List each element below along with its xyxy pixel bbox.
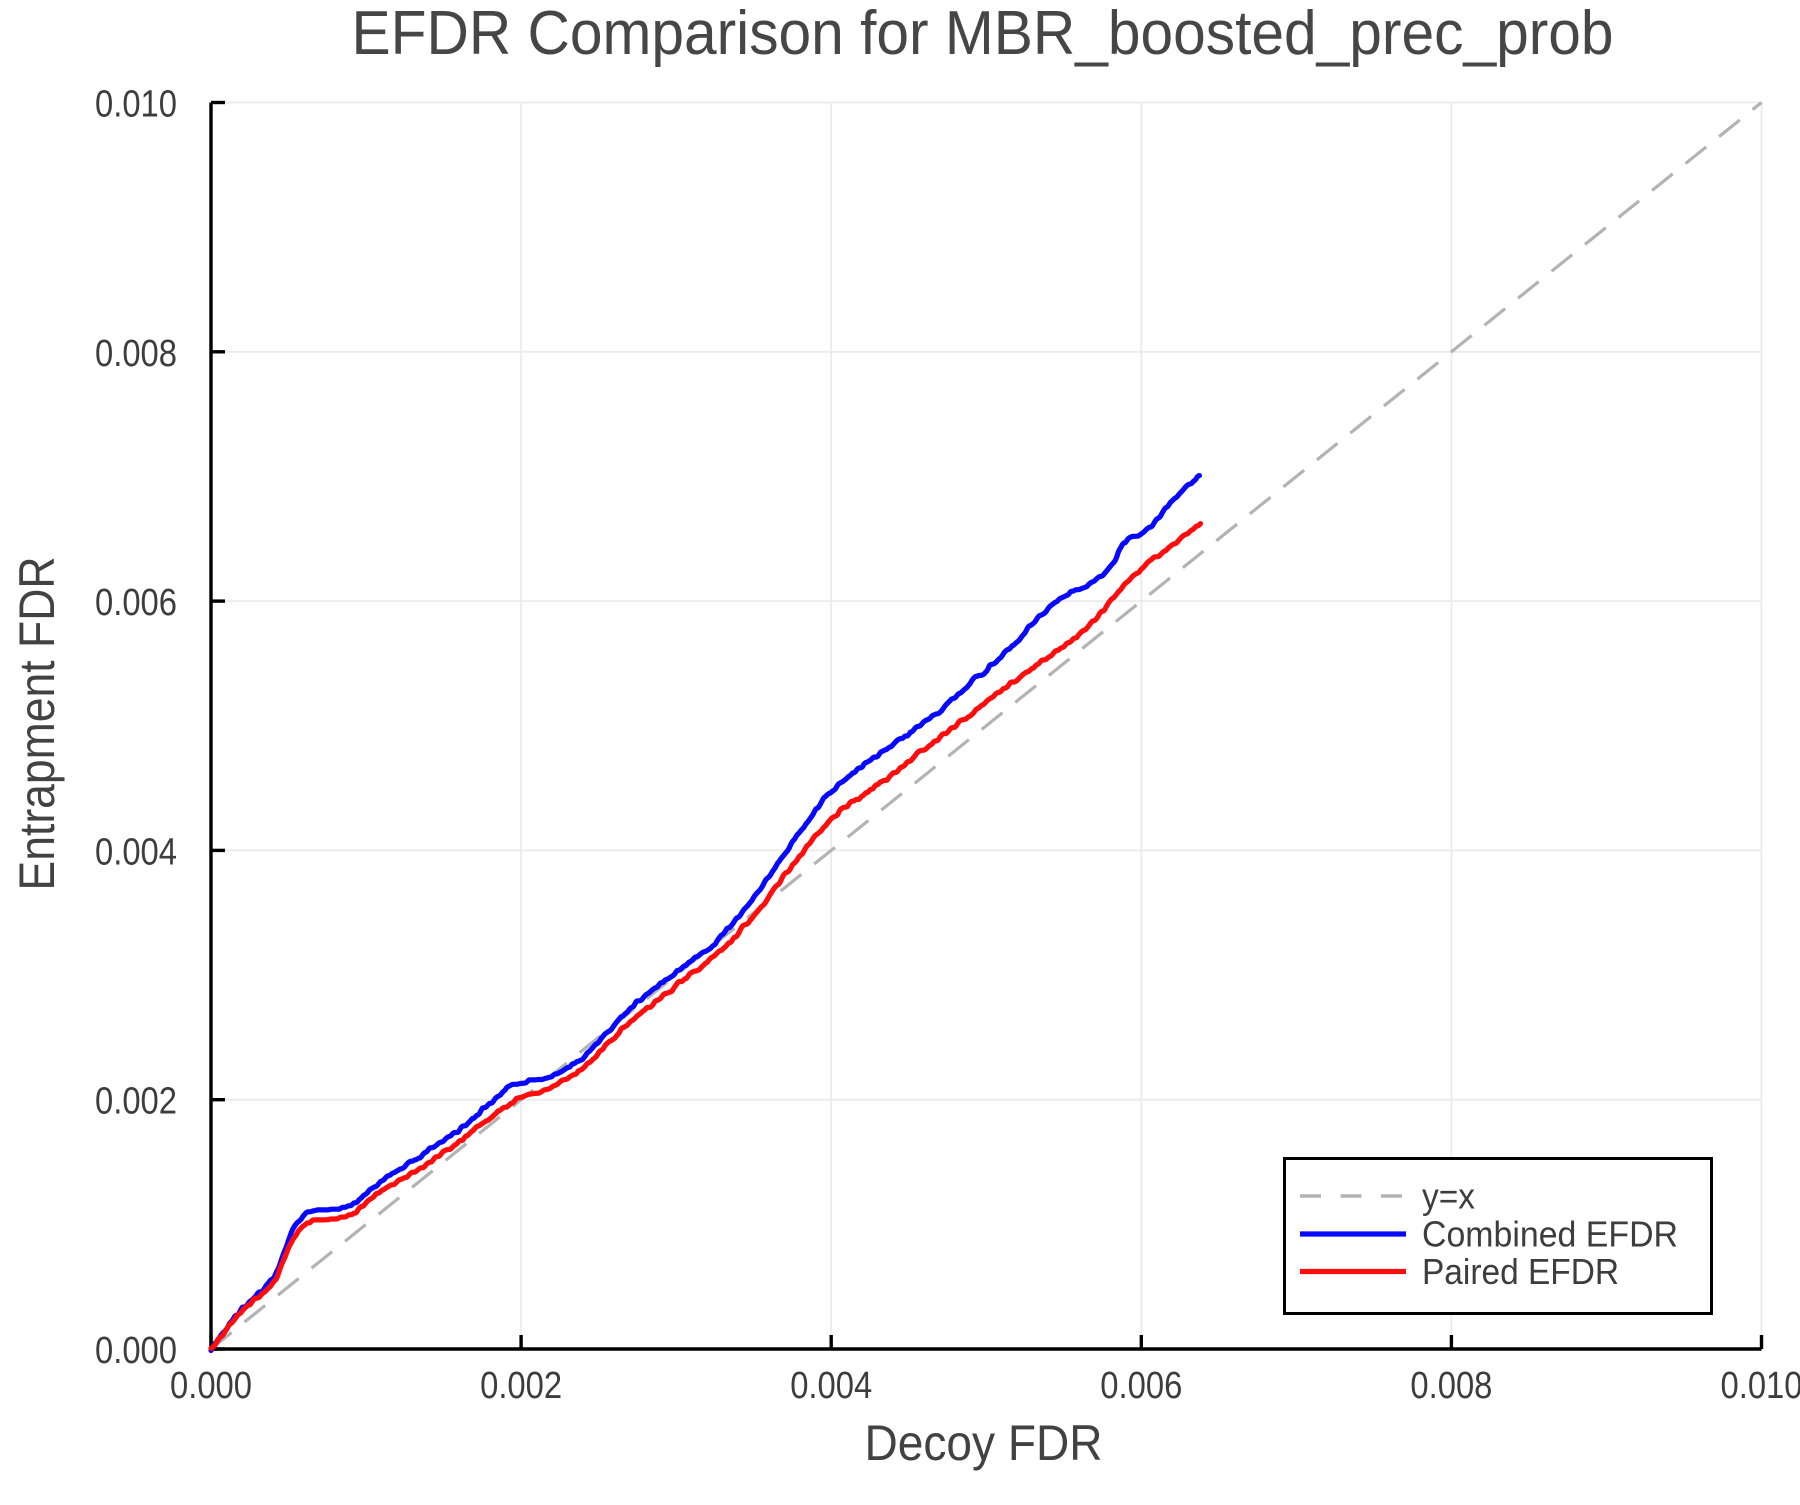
svg-text:Paired EFDR: Paired EFDR bbox=[1422, 1251, 1619, 1292]
svg-text:0.000: 0.000 bbox=[170, 1365, 252, 1407]
svg-text:Decoy FDR: Decoy FDR bbox=[865, 1415, 1103, 1471]
svg-text:0.002: 0.002 bbox=[95, 1081, 177, 1123]
svg-text:0.010: 0.010 bbox=[1721, 1365, 1800, 1407]
svg-text:0.004: 0.004 bbox=[95, 831, 177, 873]
svg-text:EFDR Comparison for MBR_booste: EFDR Comparison for MBR_boosted_prec_pro… bbox=[352, 0, 1614, 68]
svg-text:Combined EFDR: Combined EFDR bbox=[1422, 1214, 1678, 1255]
svg-text:0.006: 0.006 bbox=[1100, 1365, 1182, 1407]
svg-text:0.004: 0.004 bbox=[790, 1365, 872, 1407]
svg-text:0.002: 0.002 bbox=[480, 1365, 562, 1407]
svg-text:0.006: 0.006 bbox=[95, 582, 177, 624]
svg-text:0.008: 0.008 bbox=[1410, 1365, 1492, 1407]
svg-text:0.008: 0.008 bbox=[95, 333, 177, 375]
svg-text:y=x: y=x bbox=[1422, 1176, 1475, 1217]
svg-text:0.010: 0.010 bbox=[95, 84, 177, 126]
svg-text:Entrapment FDR: Entrapment FDR bbox=[9, 557, 65, 891]
svg-text:0.000: 0.000 bbox=[95, 1330, 177, 1372]
